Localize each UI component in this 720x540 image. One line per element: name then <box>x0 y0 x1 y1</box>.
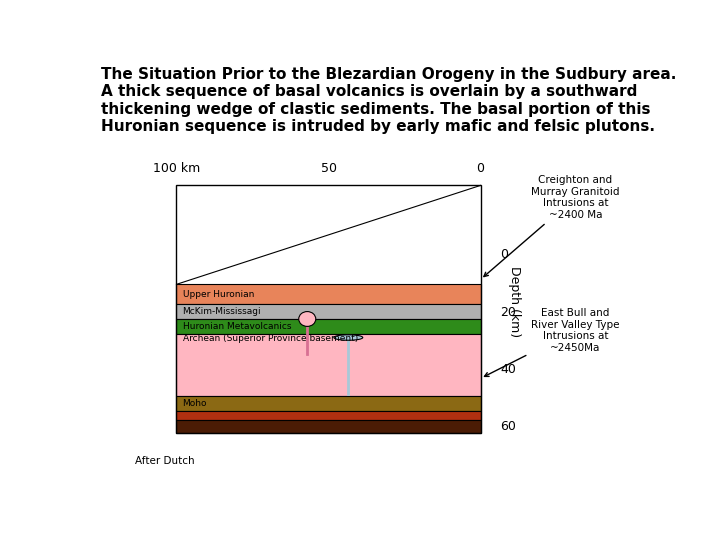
Ellipse shape <box>334 335 363 340</box>
Bar <box>176 319 481 334</box>
Text: McKim-Mississagi: McKim-Mississagi <box>183 307 261 316</box>
Text: After Dutch: After Dutch <box>135 456 194 466</box>
Bar <box>176 421 481 433</box>
Bar <box>176 334 481 396</box>
Text: 20: 20 <box>500 306 516 319</box>
Text: 0: 0 <box>500 248 508 261</box>
Bar <box>176 185 481 433</box>
Text: Creighton and
Murray Granitoid
Intrusions at
~2400 Ma: Creighton and Murray Granitoid Intrusion… <box>484 175 620 276</box>
Text: Depth (km): Depth (km) <box>508 266 521 338</box>
Text: Upper Huronian: Upper Huronian <box>183 290 254 299</box>
Text: 0: 0 <box>477 162 485 175</box>
Text: 60: 60 <box>500 420 516 433</box>
Text: 50: 50 <box>320 162 336 175</box>
Bar <box>176 410 481 421</box>
Bar <box>176 304 481 319</box>
Bar <box>176 396 481 410</box>
Text: 40: 40 <box>500 363 516 376</box>
Polygon shape <box>176 185 481 285</box>
Ellipse shape <box>299 312 316 326</box>
Text: East Bull and
River Valley Type
Intrusions at
~2450Ma: East Bull and River Valley Type Intrusio… <box>485 308 620 376</box>
Text: The Situation Prior to the Blezardian Orogeny in the Sudbury area.
A thick seque: The Situation Prior to the Blezardian Or… <box>101 67 677 134</box>
Text: Archean (Superior Province basement): Archean (Superior Province basement) <box>183 334 358 343</box>
Text: 100 km: 100 km <box>153 162 200 175</box>
Text: Moho: Moho <box>183 399 207 408</box>
Bar <box>176 285 481 304</box>
Text: Huronian Metavolcanics: Huronian Metavolcanics <box>183 322 291 331</box>
